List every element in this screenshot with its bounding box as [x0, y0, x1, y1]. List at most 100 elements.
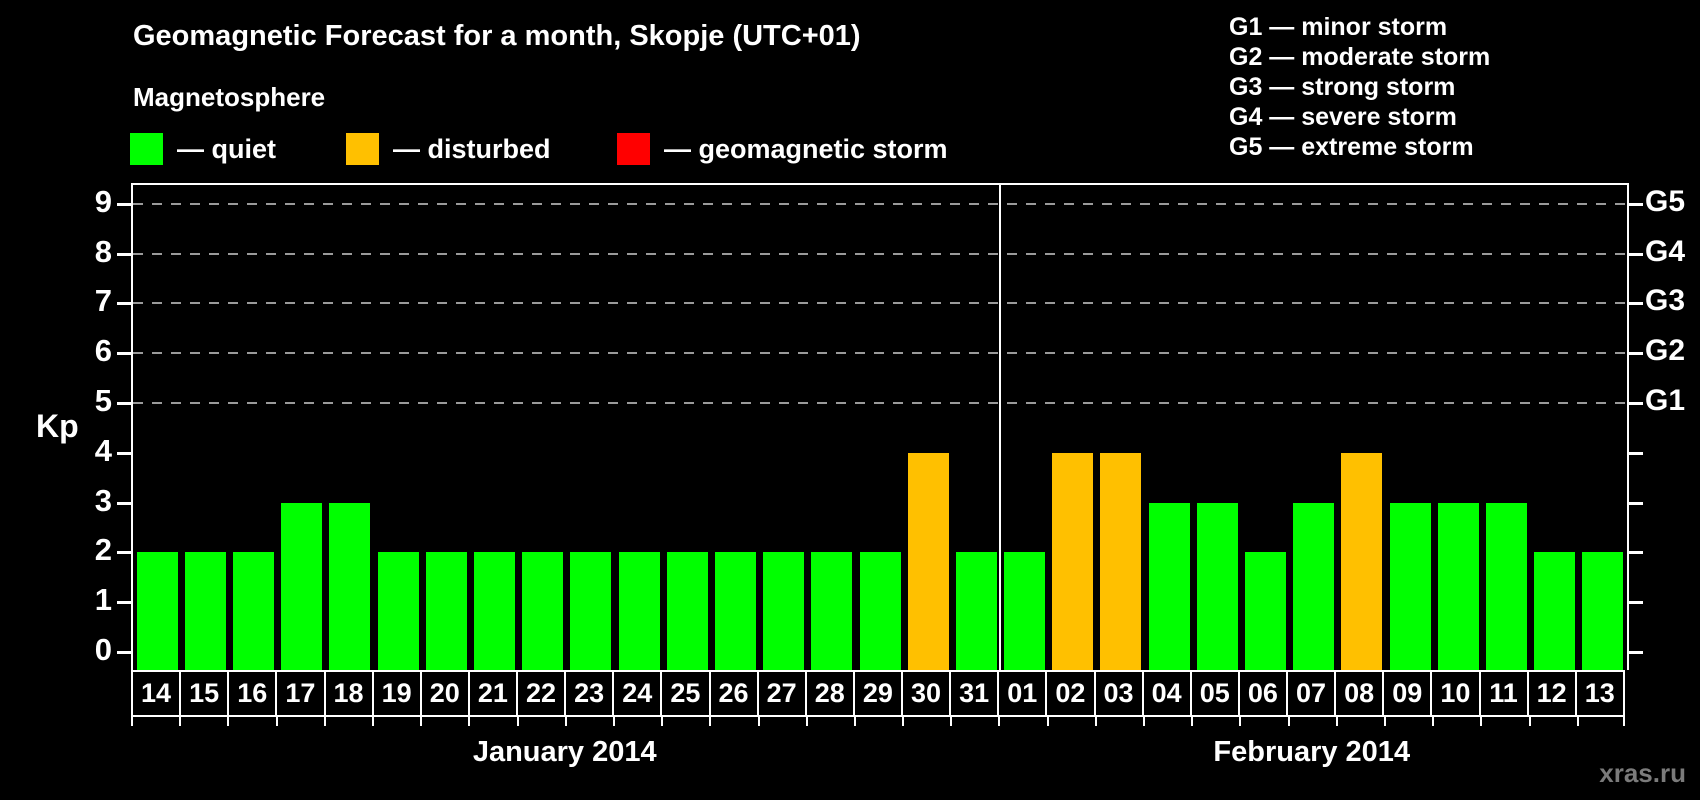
y-tick-right [1629, 601, 1643, 605]
day-cell-07: 07 [1288, 672, 1337, 715]
y-tick-right [1629, 451, 1643, 455]
kp-bar-day-15 [184, 552, 226, 670]
kp-bar-day-24 [618, 552, 660, 670]
disturbed-color-swatch [346, 133, 379, 165]
kp-bar-day-28 [811, 552, 853, 670]
gridline-kp7 [133, 302, 1627, 305]
kp-bar-day-26 [714, 552, 756, 670]
day-cell-03: 03 [1096, 672, 1144, 715]
y-tick-left [117, 352, 131, 356]
day-cell-09: 09 [1384, 672, 1433, 715]
y-tick-label: 1 [94, 582, 112, 618]
month-separator [999, 185, 1002, 670]
day-cell-04: 04 [1144, 672, 1192, 715]
legend-item-label: — geomagnetic storm [664, 133, 948, 164]
legend-item-label: — disturbed [393, 133, 551, 164]
axis-boundary-tick [1576, 715, 1579, 726]
kp-bar-day-04 [1148, 502, 1190, 670]
day-cell-13: 13 [1584, 678, 1615, 708]
kp-bar-day-14 [136, 552, 178, 670]
day-cell-17: 17 [277, 672, 326, 715]
day-cell-12: 12 [1529, 672, 1577, 715]
kp-bar-day-31 [955, 552, 997, 670]
chart-title: Geomagnetic Forecast for a month, Skopje… [133, 20, 861, 52]
y-tick-left [117, 252, 131, 256]
day-cell-14: 14 [133, 672, 182, 715]
day-cell-08: 08 [1336, 672, 1385, 715]
y-tick-label: 0 [94, 632, 112, 667]
month-label-0: January 2014 [472, 736, 657, 768]
y-tick-label: 5 [94, 383, 112, 418]
g-scale-item: G5 — extreme storm [1229, 133, 1474, 161]
magnetosphere-heading: Magnetosphere [133, 82, 326, 112]
axis-boundary-tick [1191, 715, 1194, 726]
y-tick-left [117, 651, 131, 654]
y-tick-label: 3 [94, 482, 112, 518]
kp-bar-day-29 [859, 552, 901, 670]
g-scale-legend: G1 — minor storm G2 — moderate storm G3 … [1229, 12, 1490, 162]
kp-bar-day-12 [1534, 552, 1576, 670]
month-label-1: February 2014 [1213, 736, 1411, 768]
axis-boundary-tick [323, 715, 326, 726]
day-cell-15: 15 [181, 672, 230, 715]
axis-boundary-tick [661, 715, 664, 726]
axis-boundary-tick [1239, 715, 1242, 726]
g-scale-item: G4 — severe storm [1229, 103, 1457, 131]
y-tick-left [117, 302, 131, 306]
y-tick-left [117, 451, 131, 455]
gridline-kp8 [133, 252, 1627, 255]
day-cell-21: 21 [470, 672, 518, 715]
y-tick-left [117, 551, 131, 555]
legend-item-storm: — geomagnetic storm [617, 132, 948, 166]
g-axis-label-g1: G1 [1645, 384, 1686, 417]
axis-boundary-tick [1432, 715, 1435, 726]
axis-boundary-tick [564, 715, 567, 726]
kp-bar-day-18 [329, 502, 371, 670]
kp-bar-day-09 [1389, 502, 1431, 670]
axis-boundary-tick [1335, 715, 1338, 726]
y-tick-label: 6 [94, 333, 112, 369]
y-tick-label: 8 [94, 233, 112, 269]
axis-boundary-tick [179, 715, 182, 726]
gridline-kp5 [133, 402, 1627, 404]
legend-item-quiet: — quiet [130, 132, 276, 166]
kp-bar-day-20 [425, 552, 467, 670]
kp-bar-day-11 [1486, 502, 1528, 670]
axis-boundary-tick [1384, 715, 1387, 726]
axis-boundary-tick [420, 715, 423, 726]
day-cell-06: 06 [1240, 672, 1288, 715]
day-cell-25: 25 [662, 672, 711, 715]
kp-bar-day-16 [232, 552, 274, 670]
y-tick-right [1629, 501, 1643, 505]
axis-boundary-tick [902, 715, 905, 726]
kp-bar-day-10 [1437, 502, 1479, 670]
y-tick-left [117, 501, 131, 505]
day-cell-29: 29 [855, 672, 903, 715]
y-tick-left [117, 402, 131, 405]
y-tick-label: 4 [94, 432, 112, 468]
y-tick-right [1629, 402, 1643, 405]
day-cell-22: 22 [518, 672, 567, 715]
axis-boundary-tick [853, 715, 856, 726]
day-cell-19: 19 [374, 672, 422, 715]
day-cell-16: 16 [229, 672, 278, 715]
xras-watermark: xras.ru [1599, 758, 1686, 788]
legend-item-disturbed: — disturbed [346, 132, 551, 166]
axis-boundary-tick [275, 715, 278, 726]
y-tick-right [1629, 252, 1643, 256]
legend-item-label: — quiet [177, 133, 276, 164]
storm-color-swatch [617, 133, 650, 165]
y-tick-right [1629, 302, 1643, 306]
kp-bar-day-05 [1196, 502, 1238, 670]
y-tick-right [1629, 551, 1643, 555]
g-scale-item: G2 — moderate storm [1229, 43, 1491, 71]
axis-boundary-tick [468, 715, 471, 726]
g-axis-label-g3: G3 [1645, 284, 1686, 318]
y-tick-left [117, 601, 131, 605]
axis-boundary-tick [1094, 715, 1097, 726]
kp-bar-day-30 [907, 452, 949, 670]
kp-bar-day-21 [473, 552, 515, 670]
day-cell-10: 10 [1432, 672, 1481, 715]
day-cell-20: 20 [422, 672, 470, 715]
axis-boundary-tick [1287, 715, 1290, 726]
